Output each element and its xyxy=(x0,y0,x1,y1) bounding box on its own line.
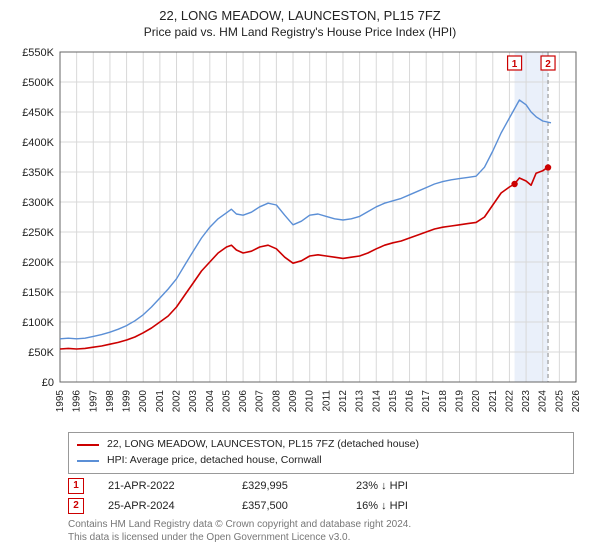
svg-text:2005: 2005 xyxy=(221,390,232,413)
svg-text:2010: 2010 xyxy=(305,390,316,413)
svg-text:2024: 2024 xyxy=(538,390,549,413)
transaction-marker: 2 xyxy=(68,498,84,514)
svg-text:2004: 2004 xyxy=(205,390,216,413)
svg-text:2007: 2007 xyxy=(255,390,266,413)
svg-text:2008: 2008 xyxy=(271,390,282,413)
svg-text:2009: 2009 xyxy=(288,390,299,413)
svg-text:2002: 2002 xyxy=(172,390,183,413)
transaction-row: 1 21-APR-2022 £329,995 23% ↓ HPI xyxy=(68,478,574,494)
svg-text:1999: 1999 xyxy=(122,390,133,413)
svg-text:£500K: £500K xyxy=(22,77,54,89)
svg-text:£550K: £550K xyxy=(22,47,54,59)
svg-text:£400K: £400K xyxy=(22,137,54,149)
footer-line-2: This data is licensed under the Open Gov… xyxy=(68,531,574,544)
transaction-price: £357,500 xyxy=(242,500,332,512)
transaction-row: 2 25-APR-2024 £357,500 16% ↓ HPI xyxy=(68,498,574,514)
svg-text:2025: 2025 xyxy=(554,390,565,413)
svg-text:2023: 2023 xyxy=(521,390,532,413)
svg-text:2011: 2011 xyxy=(321,390,332,412)
svg-text:£50K: £50K xyxy=(28,347,54,359)
legend-swatch-blue xyxy=(77,460,99,462)
svg-text:2012: 2012 xyxy=(338,390,349,413)
svg-text:1998: 1998 xyxy=(105,390,116,413)
svg-text:£150K: £150K xyxy=(22,287,54,299)
svg-text:2019: 2019 xyxy=(454,390,465,413)
svg-text:£450K: £450K xyxy=(22,107,54,119)
transaction-price: £329,995 xyxy=(242,480,332,492)
svg-text:1: 1 xyxy=(512,59,518,70)
svg-text:1997: 1997 xyxy=(88,390,99,413)
legend-label-2: HPI: Average price, detached house, Corn… xyxy=(107,453,322,469)
chart-title-line1: 22, LONG MEADOW, LAUNCESTON, PL15 7FZ xyxy=(12,8,588,25)
svg-text:2026: 2026 xyxy=(571,390,582,413)
svg-text:2: 2 xyxy=(545,59,551,70)
svg-text:£250K: £250K xyxy=(22,227,54,239)
footer-line-1: Contains HM Land Registry data © Crown c… xyxy=(68,518,574,531)
svg-text:2000: 2000 xyxy=(138,390,149,413)
svg-text:1995: 1995 xyxy=(55,390,66,413)
svg-text:£300K: £300K xyxy=(22,197,54,209)
svg-text:2006: 2006 xyxy=(238,390,249,413)
legend-item-price-paid: 22, LONG MEADOW, LAUNCESTON, PL15 7FZ (d… xyxy=(77,437,565,453)
svg-text:2016: 2016 xyxy=(405,390,416,413)
svg-text:2020: 2020 xyxy=(471,390,482,413)
svg-text:1996: 1996 xyxy=(72,390,83,413)
legend-swatch-red xyxy=(77,444,99,446)
transaction-delta: 23% ↓ HPI xyxy=(356,480,408,492)
line-chart: £0 £50K £100K £150K £200K £250K £300K £350K £400… xyxy=(12,46,588,426)
svg-text:£200K: £200K xyxy=(22,257,54,269)
svg-text:2014: 2014 xyxy=(371,390,382,413)
svg-text:2013: 2013 xyxy=(355,390,366,413)
footer-attribution: Contains HM Land Registry data © Crown c… xyxy=(68,518,574,544)
transaction-date: 25-APR-2024 xyxy=(108,500,218,512)
svg-text:£0: £0 xyxy=(42,377,54,389)
svg-text:2001: 2001 xyxy=(155,390,166,413)
chart-title-line2: Price paid vs. HM Land Registry's House … xyxy=(12,25,588,41)
legend-label-1: 22, LONG MEADOW, LAUNCESTON, PL15 7FZ (d… xyxy=(107,437,419,453)
transaction-delta: 16% ↓ HPI xyxy=(356,500,408,512)
transaction-marker: 1 xyxy=(68,478,84,494)
svg-text:£100K: £100K xyxy=(22,317,54,329)
svg-text:2018: 2018 xyxy=(438,390,449,413)
svg-text:£350K: £350K xyxy=(22,167,54,179)
transaction-date: 21-APR-2022 xyxy=(108,480,218,492)
legend: 22, LONG MEADOW, LAUNCESTON, PL15 7FZ (d… xyxy=(68,432,574,474)
svg-text:2021: 2021 xyxy=(488,390,499,413)
legend-item-hpi: HPI: Average price, detached house, Corn… xyxy=(77,453,565,469)
svg-text:2017: 2017 xyxy=(421,390,432,413)
svg-text:2015: 2015 xyxy=(388,390,399,413)
svg-text:2003: 2003 xyxy=(188,390,199,413)
svg-text:2022: 2022 xyxy=(504,390,515,413)
